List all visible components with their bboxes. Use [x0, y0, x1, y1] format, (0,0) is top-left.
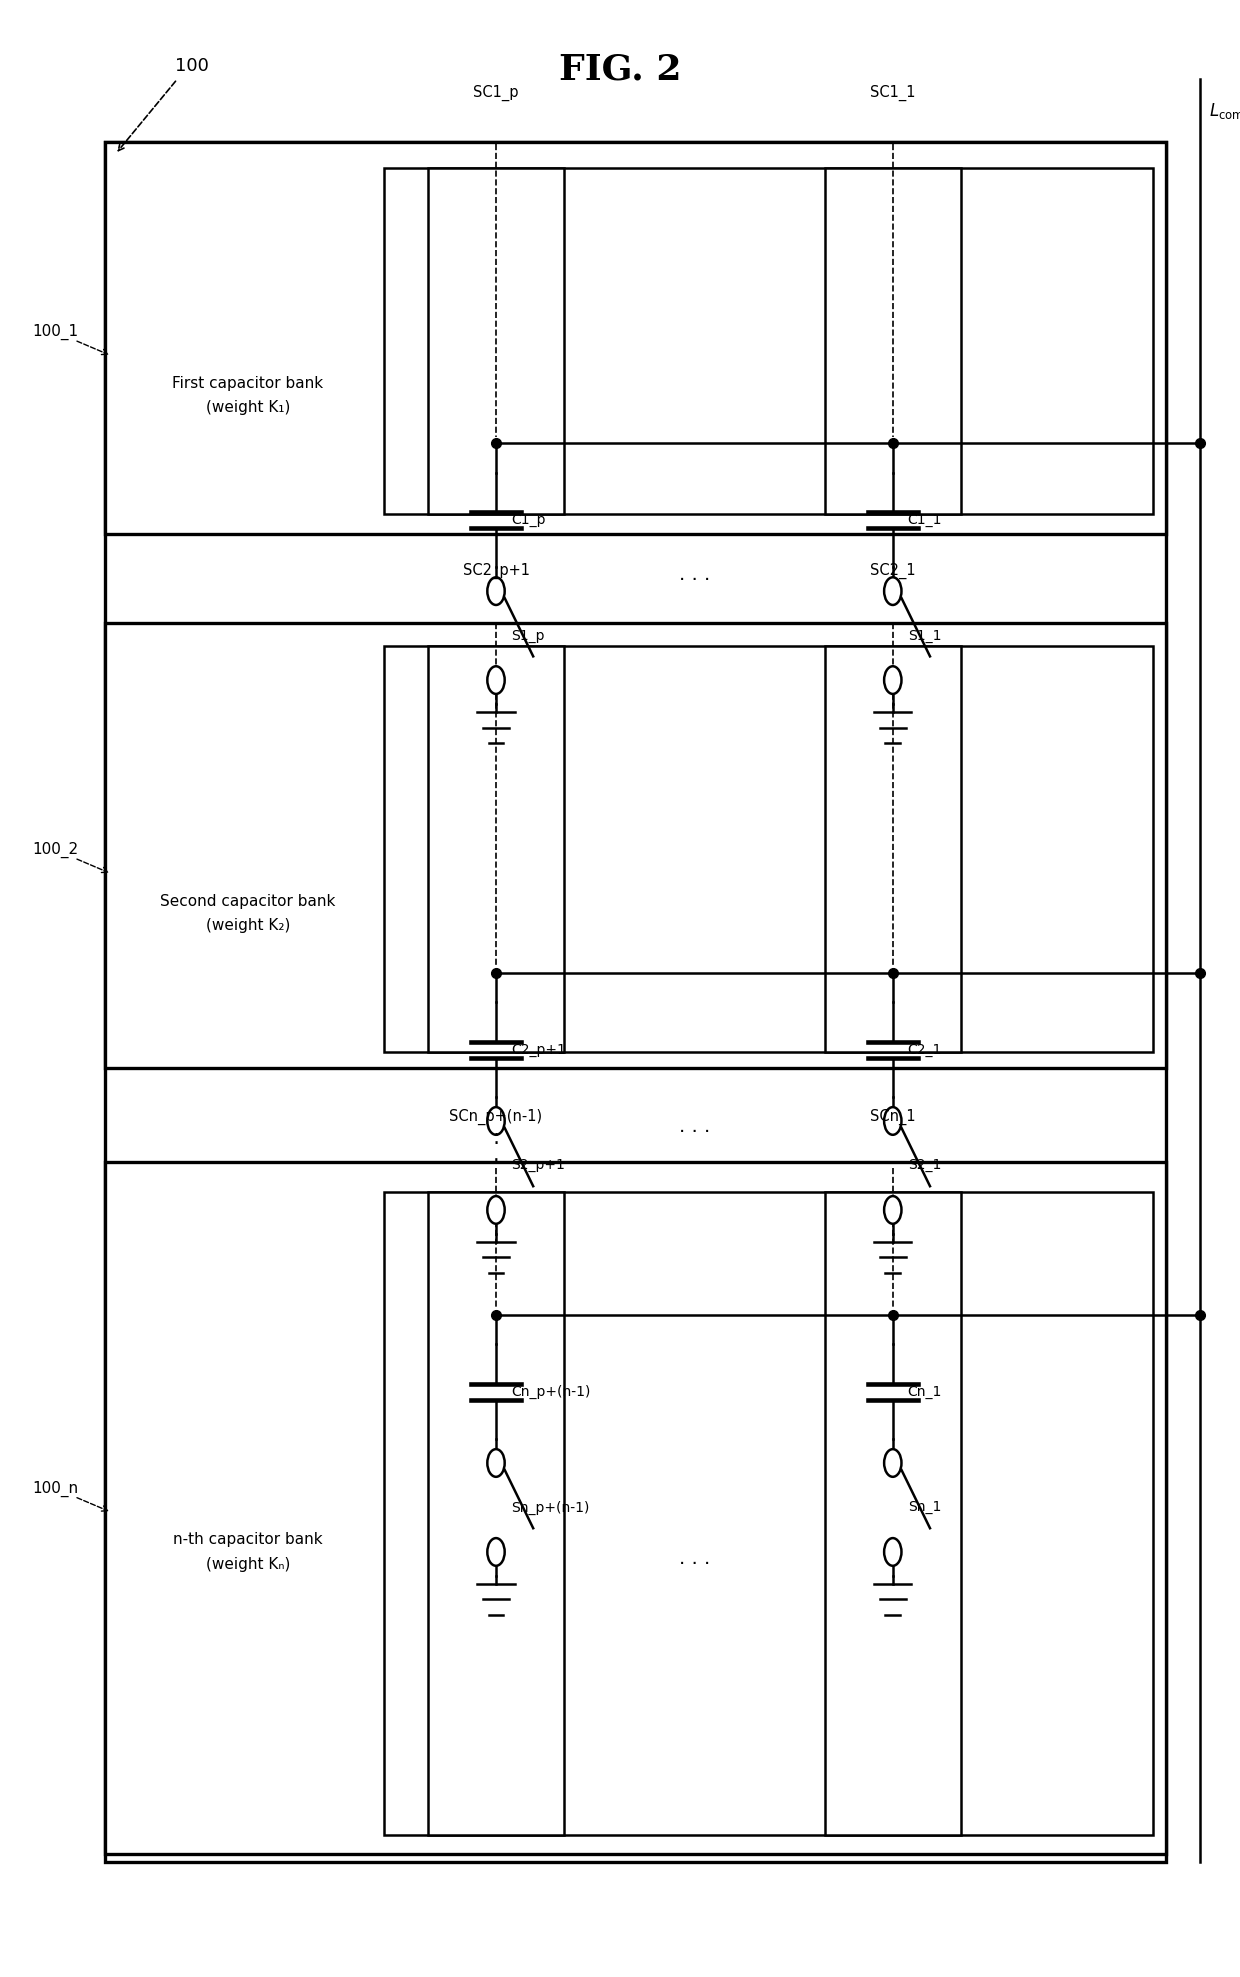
Circle shape: [884, 1107, 901, 1135]
Circle shape: [487, 1449, 505, 1477]
Circle shape: [487, 1196, 505, 1224]
Text: 100_1: 100_1: [32, 324, 79, 340]
Text: n-th capacitor bank
(weight Kₙ): n-th capacitor bank (weight Kₙ): [174, 1532, 322, 1572]
Text: C1_1: C1_1: [908, 512, 942, 528]
Circle shape: [487, 577, 505, 605]
Text: SC2_p+1: SC2_p+1: [463, 563, 529, 579]
Text: S2_p+1: S2_p+1: [511, 1159, 564, 1172]
Text: :
.: : .: [492, 1129, 500, 1164]
Text: . . .: . . .: [678, 565, 711, 583]
Text: 100_2: 100_2: [32, 842, 79, 858]
Circle shape: [487, 1538, 505, 1566]
Text: L$_{\mathrm{com}}$: L$_{\mathrm{com}}$: [1209, 101, 1240, 121]
Text: 100_n: 100_n: [32, 1481, 79, 1497]
Text: . . .: . . .: [678, 1117, 711, 1137]
Text: SC1_1: SC1_1: [870, 85, 915, 101]
Text: Second capacitor bank
(weight K₂): Second capacitor bank (weight K₂): [160, 894, 336, 933]
Bar: [428, 168, 564, 514]
Text: 100: 100: [175, 57, 210, 75]
Text: . . .: . . .: [678, 1550, 711, 1568]
Text: Cn_p+(n-1): Cn_p+(n-1): [511, 1384, 590, 1400]
Bar: [105, 1162, 1166, 1854]
Bar: [105, 623, 1166, 1068]
Bar: [105, 142, 1166, 534]
Text: SCn_1: SCn_1: [870, 1109, 915, 1125]
Circle shape: [884, 1196, 901, 1224]
Text: SCn_p+(n-1): SCn_p+(n-1): [449, 1109, 543, 1125]
Bar: [428, 1192, 564, 1835]
Circle shape: [884, 1449, 901, 1477]
Text: Cn_1: Cn_1: [908, 1384, 942, 1400]
Bar: [825, 1192, 961, 1835]
Text: S1_p: S1_p: [511, 629, 544, 643]
Bar: [825, 646, 961, 1052]
Text: S2_1: S2_1: [908, 1159, 941, 1172]
Bar: [428, 646, 564, 1052]
Bar: [384, 646, 1153, 1052]
Text: C2_1: C2_1: [908, 1042, 942, 1058]
Text: C1_p: C1_p: [511, 512, 546, 528]
Circle shape: [884, 1538, 901, 1566]
Circle shape: [487, 666, 505, 694]
Circle shape: [487, 1107, 505, 1135]
Text: S1_1: S1_1: [908, 629, 941, 643]
Text: FIG. 2: FIG. 2: [559, 51, 681, 87]
Text: First capacitor bank
(weight K₁): First capacitor bank (weight K₁): [172, 376, 324, 415]
Text: SC2_1: SC2_1: [870, 563, 915, 579]
Bar: [105, 142, 1166, 1862]
Text: Sn_p+(n-1): Sn_p+(n-1): [511, 1501, 589, 1514]
Text: SC1_p: SC1_p: [474, 85, 518, 101]
Text: Sn_1: Sn_1: [908, 1501, 941, 1514]
Bar: [825, 168, 961, 514]
Circle shape: [884, 666, 901, 694]
Bar: [384, 168, 1153, 514]
Circle shape: [884, 577, 901, 605]
Bar: [384, 1192, 1153, 1835]
Text: C2_p+1: C2_p+1: [511, 1042, 565, 1058]
